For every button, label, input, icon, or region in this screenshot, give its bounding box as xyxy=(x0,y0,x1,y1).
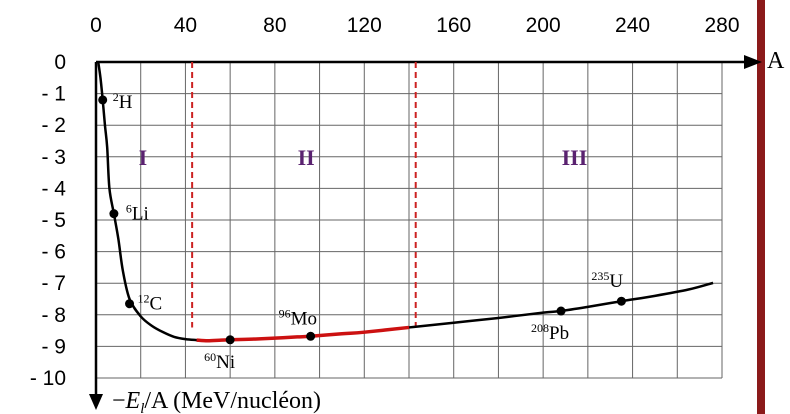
region-label: III xyxy=(562,145,588,170)
data-point xyxy=(109,209,119,219)
x-axis-arrow xyxy=(744,55,762,69)
y-tick-label: - 1 xyxy=(41,83,66,106)
x-axis-label: A xyxy=(767,48,785,74)
nuclide-label: 96Mo xyxy=(279,306,317,329)
x-tick-label: 0 xyxy=(90,14,102,37)
data-point xyxy=(125,299,135,309)
nuclide-label: 60Ni xyxy=(204,350,235,373)
region-label: II xyxy=(298,145,315,170)
data-point xyxy=(306,331,316,341)
y-tick-label: - 3 xyxy=(41,146,66,169)
x-tick-label: 200 xyxy=(526,14,561,37)
nuclide-label: 6Li xyxy=(126,202,149,225)
y-tick-label: - 8 xyxy=(41,304,66,327)
y-tick-label: 0 xyxy=(54,51,66,74)
nuclide-label: 2H xyxy=(113,90,133,113)
x-tick-label: 80 xyxy=(263,14,286,37)
y-tick-label: - 6 xyxy=(41,241,66,264)
nuclide-label: 12C xyxy=(138,292,163,315)
data-point xyxy=(98,95,108,105)
nuclide-label: 235U xyxy=(591,269,623,292)
y-tick-label: - 5 xyxy=(41,209,66,232)
x-tick-label: 240 xyxy=(615,14,650,37)
y-tick-label: - 9 xyxy=(41,335,66,358)
x-tick-label: 280 xyxy=(704,14,739,37)
y-tick-label: - 4 xyxy=(41,177,66,200)
y-axis-arrow xyxy=(89,394,103,410)
x-tick-label: 120 xyxy=(347,14,382,37)
data-point xyxy=(616,296,626,306)
y-tick-label: - 10 xyxy=(30,367,66,390)
data-point xyxy=(225,335,235,345)
side-bar xyxy=(757,0,765,414)
data-point xyxy=(556,306,566,316)
region-label: I xyxy=(139,145,148,170)
nuclide-label: 208Pb xyxy=(531,321,569,344)
y-axis-label: −El/A (MeV/nucléon) xyxy=(112,388,321,414)
x-tick-label: 40 xyxy=(174,14,197,37)
y-tick-label: - 2 xyxy=(41,114,66,137)
x-tick-label: 160 xyxy=(436,14,471,37)
y-tick-label: - 7 xyxy=(41,272,66,295)
highlighted-curve-segment xyxy=(196,325,410,343)
